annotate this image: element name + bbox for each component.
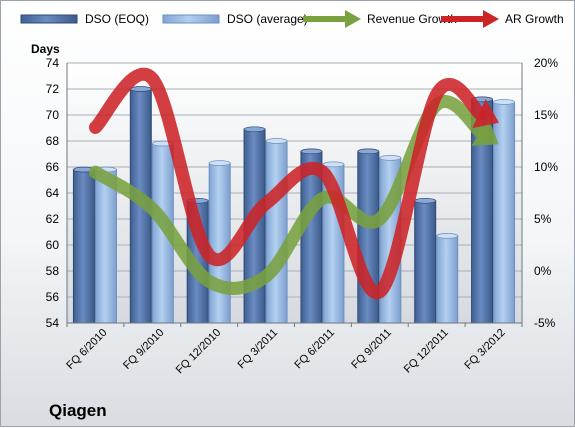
- x-tick-label: FQ 6/2011: [292, 327, 337, 372]
- bar-top: [322, 161, 345, 168]
- bar: [493, 101, 516, 324]
- y2-tick-label: -5%: [534, 316, 556, 330]
- company-name: Qiagen: [49, 401, 107, 420]
- y-tick-label: 74: [46, 56, 60, 70]
- y2-tick-label: 5%: [534, 212, 552, 226]
- y-tick-label: 64: [46, 186, 60, 200]
- bar-top: [379, 155, 402, 161]
- legend-label-ar-growth: AR Growth: [505, 12, 564, 26]
- x-tick-label: FQ 6/2010: [64, 327, 109, 372]
- bar-top: [129, 86, 152, 92]
- y-tick-label: 72: [46, 82, 60, 96]
- x-tick-label: FQ 12/2011: [402, 327, 451, 376]
- y2-tick-label: 0%: [534, 264, 552, 278]
- y-tick-label: 56: [46, 290, 60, 304]
- bar-top: [436, 233, 459, 239]
- bar-top: [300, 148, 323, 155]
- y2-tick-label: 10%: [534, 160, 558, 174]
- x-tick-label: FQ 12/2010: [174, 327, 224, 377]
- bar-top: [414, 197, 437, 204]
- y-tick-label: 62: [46, 212, 60, 226]
- bar: [414, 200, 437, 324]
- legend-swatch-dso-average-: [162, 14, 220, 24]
- bar: [208, 162, 231, 324]
- y-tick-label: 60: [46, 238, 60, 252]
- bar: [436, 235, 459, 324]
- y-tick-label: 66: [46, 160, 60, 174]
- ar-growth-arrowhead: [472, 98, 500, 129]
- bar-top: [493, 99, 515, 105]
- x-tick-label: FQ 9/2010: [121, 327, 166, 372]
- y-axis-title: Days: [31, 42, 60, 56]
- lines-layer: [88, 67, 500, 300]
- bar: [72, 169, 95, 324]
- legend-label-dso-average-: DSO (average): [227, 12, 308, 26]
- x-tick-label: FQ 9/2011: [349, 327, 394, 372]
- y2-tick-label: 20%: [534, 56, 558, 70]
- legend-label-dso-eoq-: DSO (EOQ): [85, 12, 149, 26]
- y2-tick-label: 15%: [534, 108, 558, 122]
- legend-label-revenue-growth: Revenue Growth: [367, 12, 457, 26]
- legend-arrow-ar-growth: [483, 10, 499, 28]
- y-tick-label: 58: [46, 264, 60, 278]
- bar-top: [208, 160, 231, 166]
- y-tick-label: 54: [46, 316, 60, 330]
- bar: [265, 140, 288, 324]
- x-tick-label: FQ 3/2011: [236, 327, 281, 372]
- bar: [94, 169, 117, 324]
- bar-top: [243, 126, 266, 133]
- y-tick-label: 70: [46, 108, 60, 122]
- bar-top: [265, 138, 288, 144]
- ar-growth-line: [88, 67, 488, 300]
- legend: DSO (EOQ) DSO (average) Revenue Growth AR G…: [20, 10, 564, 28]
- revenue-growth-arrowhead: [471, 118, 499, 146]
- legend-arrow-revenue-growth: [345, 10, 361, 28]
- x-tick-label: FQ 3/2012: [462, 327, 507, 372]
- bar-top: [357, 148, 380, 155]
- legend-swatch-dso-eoq-: [20, 14, 78, 24]
- y-tick-label: 68: [46, 134, 60, 148]
